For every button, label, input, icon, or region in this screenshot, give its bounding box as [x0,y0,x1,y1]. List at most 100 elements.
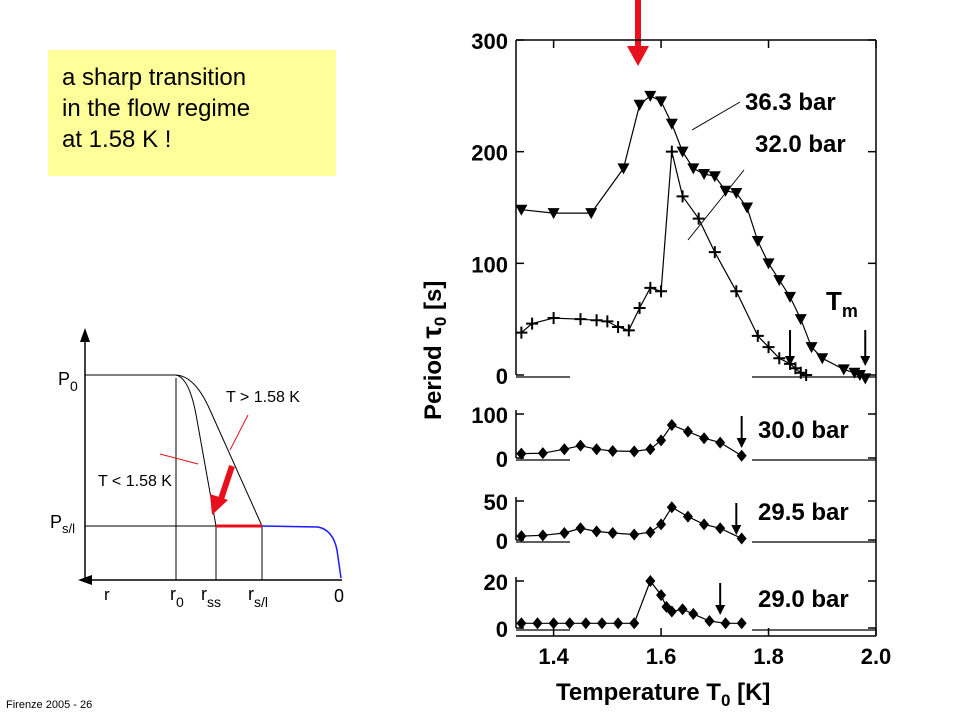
panel-0-series-1-point-11 [665,145,678,158]
panel-1-series-0-point-13 [736,449,747,462]
x-tick-label-1: 1.6 [646,644,677,669]
panel-2-series-0-point-9 [666,501,677,514]
panel-0-series-0-point-22 [837,364,850,376]
label-r: r [104,585,110,604]
panel-0-series-1-point-15 [730,285,743,298]
callout-line-3: at 1.58 K ! [62,126,172,153]
pointer-line-above [229,414,249,451]
panel-1-y-tick-label-1: 100 [471,403,508,428]
panel-0-series-1-point-17 [762,341,775,354]
panel-2-series-0-point-0 [516,530,527,543]
panel-3-series-0-point-4 [580,617,591,630]
x-axis-label: Temperature T0 [K] [556,679,770,710]
panel-0-series-0-point-18 [784,291,797,303]
panel-2-series-0-point-6 [629,528,640,541]
panel-0-series-1-point-21 [794,366,807,379]
panel-2-series-0-point-8 [656,518,667,531]
panel-3-series-0-point-1 [532,617,543,630]
panel-1-series-0-point-11 [699,432,710,445]
top-red-arrow-head [627,46,649,66]
panel-0-tm-arrow-head-0 [785,356,796,366]
curve-below-1-58 [175,374,217,527]
label-rss: rss [201,584,221,610]
blue-falloff-curve [261,525,342,579]
panel-1-series-0-point-6 [629,445,640,458]
panel-0-series-1-point-7 [622,324,635,337]
panel-1-series-0-point-2 [559,443,570,456]
panel-3-series-0-point-3 [564,617,575,630]
panel-0-series-0-point-5 [644,90,657,102]
panel-0-leader-36-3 [691,101,741,131]
panel-0-series-1-point-18 [773,352,786,365]
panel-0-series-1-point-12 [676,190,689,203]
panel-1-label: 30.0 bar [758,417,849,444]
panel-3-label: 29.0 bar [758,586,849,613]
panel-2-series-0-point-12 [715,522,726,535]
red-arrow-shaft-schematic [217,465,235,503]
y-axis-label: Period τ0 [s] [416,281,450,420]
panel-0-y-tick-label-2: 200 [471,141,508,166]
panel-3-tm-arrow-head-0 [715,605,726,615]
panel-2-y-tick-label-1: 50 [484,490,508,515]
callout-line-1: a sharp transition [62,64,247,91]
panel-2-series-0-point-3 [575,522,586,535]
x-tick-label-3: 2.0 [861,644,892,669]
panel-0-series-1-point-8 [633,302,646,314]
panel-0-series-0-point-19 [794,314,807,326]
panel-2-series-0-point-2 [559,526,570,539]
panel-1-series-0-point-9 [666,419,677,431]
panel-2-series-0-point-4 [591,525,602,538]
panel-0-tm-label: Tm [826,286,858,321]
panel-0-series-0-point-7 [665,118,678,130]
panel-0-series-0-point-14 [741,202,754,214]
panel-1-series-0-point-12 [715,436,726,449]
panel-3-series-0-point-15 [720,617,731,630]
panel-0-series-1-point-10 [655,285,668,298]
panel-0-series-1-point-0 [515,326,528,339]
panel-3-series-0-point-14 [704,614,715,627]
panel-0-y-tick-label-0: 0 [496,364,508,389]
panel-3-series-0-point-0 [516,617,527,630]
panel-0-series-0-point-13 [730,187,743,199]
panel-2-series-0-point-1 [537,529,548,542]
panel-2-tm-arrow-head-0 [731,525,742,535]
panel-0-series-0-point-16 [762,258,775,270]
panel-0-series-0-point-15 [751,236,764,247]
panel-0-series-0-point-8 [676,146,689,158]
label-psl: Ps/l [50,512,75,536]
panel-1-series-0-point-4 [591,443,602,456]
panel-1-series-0-point-5 [607,444,618,457]
panel-3-series-0-point-16 [736,617,747,630]
panel-0-series-0-point-10 [698,169,711,180]
label-r0: r0 [170,584,184,610]
panel-0-series-0-point-21 [816,353,829,365]
panel-1-series-0-point-7 [645,443,656,456]
panel-3-series-0-point-5 [596,617,607,630]
panel-3-series-0-point-12 [677,603,688,616]
schematic-x-arrowhead [78,575,92,585]
panel-0-series-0-point-17 [773,275,786,287]
panel-0-series-1-point-16 [751,329,764,342]
panel-2-series-0-point-5 [607,526,618,539]
panel-2-y-tick-label-0: 0 [496,529,508,554]
panel-1-series-0-point-1 [537,447,548,460]
panel-3-series-0-point-8 [645,575,656,587]
panel-1-series-0-point-0 [516,447,527,460]
panel-0-tm-arrow-head-1 [860,356,871,366]
label-above-1-58: T > 1.58 K [226,389,300,406]
panel-3-series-0-point-11 [666,605,677,618]
panel-0-series-0-point-1 [547,208,560,220]
panel-0-series-1-point-13 [692,212,705,225]
callout-line-2: in the flow regime [62,95,251,122]
panel-3-y-tick-label-1: 20 [484,570,508,595]
panel-0-series-0-point-12 [719,185,732,197]
panel-3-series-0-point-7 [629,617,640,630]
label-p0: P0 [58,369,78,394]
panel-1-tm-arrow-head-0 [736,438,747,448]
slide-footer: Firenze 2005 - 26 [6,699,93,711]
panel-0-series-0-point-24 [853,370,866,381]
panel-2-series-0-point-13 [736,532,747,545]
panel-0-series-1-point-14 [708,246,721,259]
